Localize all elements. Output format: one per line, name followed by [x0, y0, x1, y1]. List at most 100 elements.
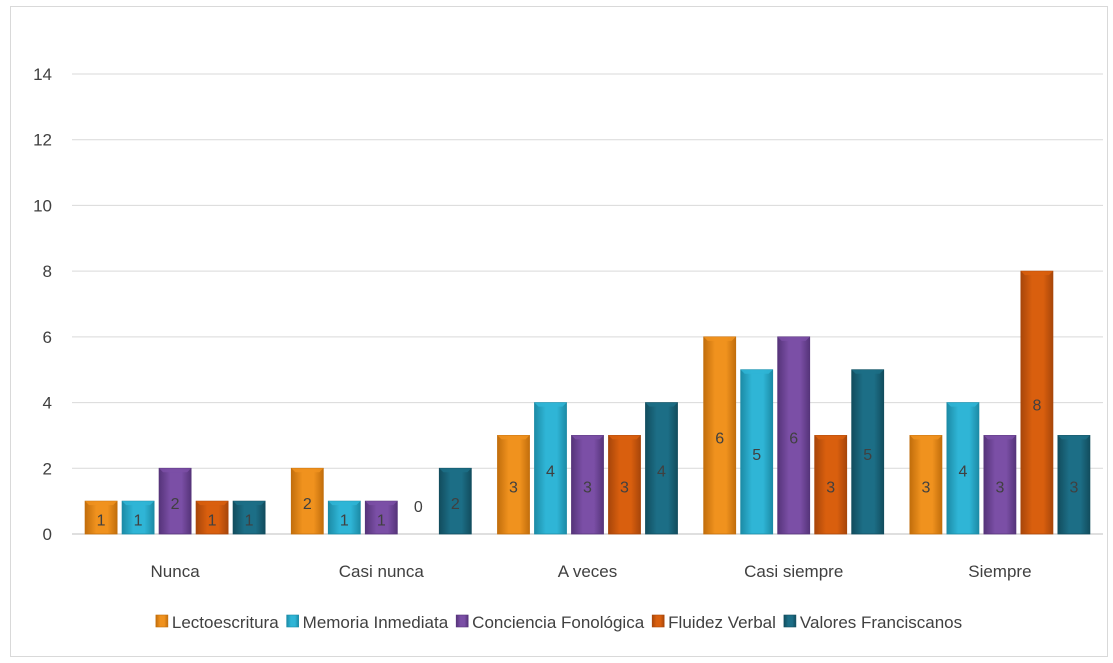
data-label: 8	[1032, 398, 1041, 415]
data-label: 1	[245, 513, 254, 530]
y-tick-label: 14	[33, 65, 52, 84]
legend-item: Conciencia Fonológica	[455, 613, 645, 632]
bar-top	[159, 468, 192, 473]
data-label: 1	[340, 513, 349, 530]
legend-swatch	[783, 614, 797, 628]
legend-item: Memoria Inmediata	[286, 613, 449, 632]
bar	[740, 369, 774, 535]
data-label: 2	[171, 496, 180, 513]
bar-body	[608, 435, 641, 535]
y-tick-label: 8	[43, 262, 52, 281]
bar-top	[777, 336, 810, 341]
bar	[327, 500, 361, 535]
data-label: 5	[752, 447, 761, 464]
bar-top	[571, 435, 604, 440]
bar-top	[233, 501, 266, 506]
legend-item: Fluidez Verbal	[651, 613, 776, 632]
y-tick-label: 12	[33, 131, 52, 150]
bar-body	[232, 500, 266, 535]
data-label: 1	[377, 513, 386, 530]
bar-body	[777, 336, 811, 535]
data-label: 5	[863, 447, 872, 464]
bar	[703, 336, 737, 535]
bar-body	[1020, 270, 1054, 535]
bar-body	[195, 500, 229, 535]
data-label: 4	[657, 463, 666, 480]
x-tick-label: Siempre	[968, 562, 1031, 581]
data-label: 2	[303, 496, 312, 513]
y-tick-label: 10	[33, 196, 52, 215]
data-label: 3	[921, 480, 930, 497]
bar-body	[534, 402, 567, 535]
x-tick-label: Casi nunca	[339, 562, 425, 581]
legend: Lectoescritura Memoria Inmediata Concienci…	[155, 613, 962, 632]
bar-top	[122, 501, 155, 506]
bar-body	[740, 369, 774, 535]
legend-label: Lectoescritura	[172, 613, 279, 632]
y-tick-label: 6	[43, 328, 52, 347]
bar-body	[946, 402, 980, 535]
bar-top	[814, 435, 847, 440]
data-label: 4	[958, 463, 967, 480]
bar-top	[703, 336, 736, 341]
bar-top	[291, 468, 324, 473]
data-label: 1	[134, 513, 143, 530]
bar-top	[608, 435, 641, 440]
bar	[571, 435, 604, 535]
bar	[364, 500, 398, 535]
bar-top	[196, 501, 229, 506]
data-label: 6	[715, 430, 724, 447]
legend-label: Memoria Inmediata	[303, 613, 449, 632]
bar	[1020, 270, 1054, 535]
bar-body	[158, 467, 192, 535]
legend-label: Fluidez Verbal	[668, 613, 776, 632]
legend-swatch	[155, 614, 169, 628]
bar-body	[909, 435, 943, 535]
bar-body	[571, 435, 604, 535]
bar	[290, 467, 324, 535]
bar	[232, 500, 266, 535]
bar-top	[328, 501, 361, 506]
bar-body	[438, 467, 472, 535]
data-label: 2	[451, 496, 460, 513]
data-label: 3	[620, 480, 629, 497]
bar-top	[497, 435, 530, 440]
data-label: 1	[208, 513, 217, 530]
chart-frame	[10, 6, 1108, 657]
bar-top	[983, 435, 1016, 440]
bar-body	[645, 402, 678, 535]
bar-top	[740, 369, 773, 374]
bar	[814, 435, 848, 535]
x-tick-label: Nunca	[151, 562, 201, 581]
bar-body	[851, 369, 885, 535]
legend-label: Valores Franciscanos	[800, 613, 962, 632]
bars	[84, 270, 1091, 535]
bar-body	[84, 500, 118, 535]
data-label: 3	[1069, 480, 1078, 497]
data-label: 6	[789, 430, 798, 447]
bar-body	[290, 467, 324, 535]
data-label: 3	[509, 480, 518, 497]
x-tick-label: Casi siempre	[744, 562, 843, 581]
data-label: 3	[583, 480, 592, 497]
bar-body	[983, 435, 1017, 535]
data-label: 1	[97, 513, 106, 530]
bar-body	[364, 500, 398, 535]
bar-top	[85, 501, 118, 506]
bar-top	[439, 468, 472, 473]
bar-top	[1020, 271, 1053, 276]
bar	[158, 467, 192, 535]
x-axis-ticks: Nunca Casi nunca A veces Casi siempre Siempr…	[151, 562, 1032, 581]
bar	[121, 500, 155, 535]
bar	[195, 500, 229, 535]
y-tick-label: 0	[43, 525, 52, 544]
bar-top	[645, 402, 678, 407]
data-labels: 1 1 2 1 1 2 1 1 0 2 3 4 3 3 4 6 5 6 3 5 3 4 3 8 3	[97, 398, 1079, 530]
y-tick-label: 2	[43, 459, 52, 478]
data-label: 3	[995, 480, 1004, 497]
bar	[438, 467, 472, 535]
bar	[84, 500, 118, 535]
bar	[983, 435, 1017, 535]
legend-swatch	[455, 614, 469, 628]
